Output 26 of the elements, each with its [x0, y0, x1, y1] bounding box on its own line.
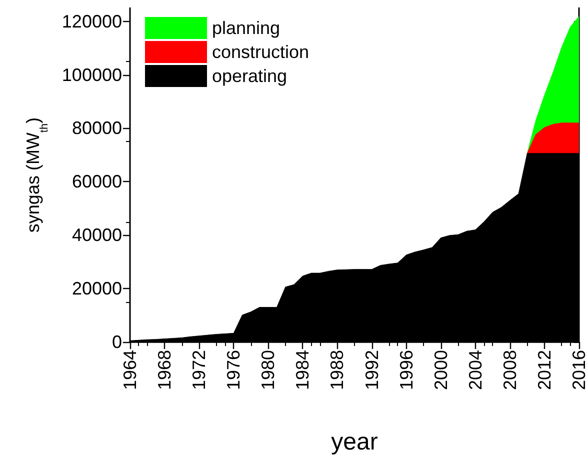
x-tick-label: 2012: [534, 350, 554, 390]
y-tick-label: 0: [112, 332, 122, 352]
y-tick-label: 20000: [72, 278, 122, 299]
y-tick-label: 80000: [72, 118, 122, 138]
x-tick-label: 1984: [292, 350, 313, 390]
y-tick-label: 40000: [72, 225, 122, 246]
legend-label: operating: [212, 66, 288, 86]
legend-label: planning: [212, 18, 280, 38]
x-tick-label: 1964: [120, 350, 140, 390]
x-tick-label: 1980: [258, 350, 278, 390]
y-tick-label: 120000: [62, 11, 122, 32]
x-tick-label: 2008: [500, 350, 520, 390]
x-tick-label: 1988: [327, 350, 348, 390]
x-tick-label: 1996: [396, 350, 416, 390]
x-axis-title: year: [331, 428, 378, 456]
y-tick-label: 100000: [62, 64, 122, 85]
x-tick-label: 1976: [224, 350, 244, 390]
legend-label: construction: [212, 42, 310, 62]
x-tick-label: 2016: [569, 350, 588, 390]
x-tick-label: 1992: [362, 350, 382, 390]
y-axis-title: syngas (MWth): [23, 117, 50, 233]
x-tick-label: 2004: [465, 350, 486, 390]
x-tick-label: 2000: [430, 350, 451, 390]
x-tick-label: 1972: [189, 350, 210, 390]
x-tick-label: 1968: [154, 350, 175, 390]
y-tick-label: 60000: [72, 172, 122, 192]
